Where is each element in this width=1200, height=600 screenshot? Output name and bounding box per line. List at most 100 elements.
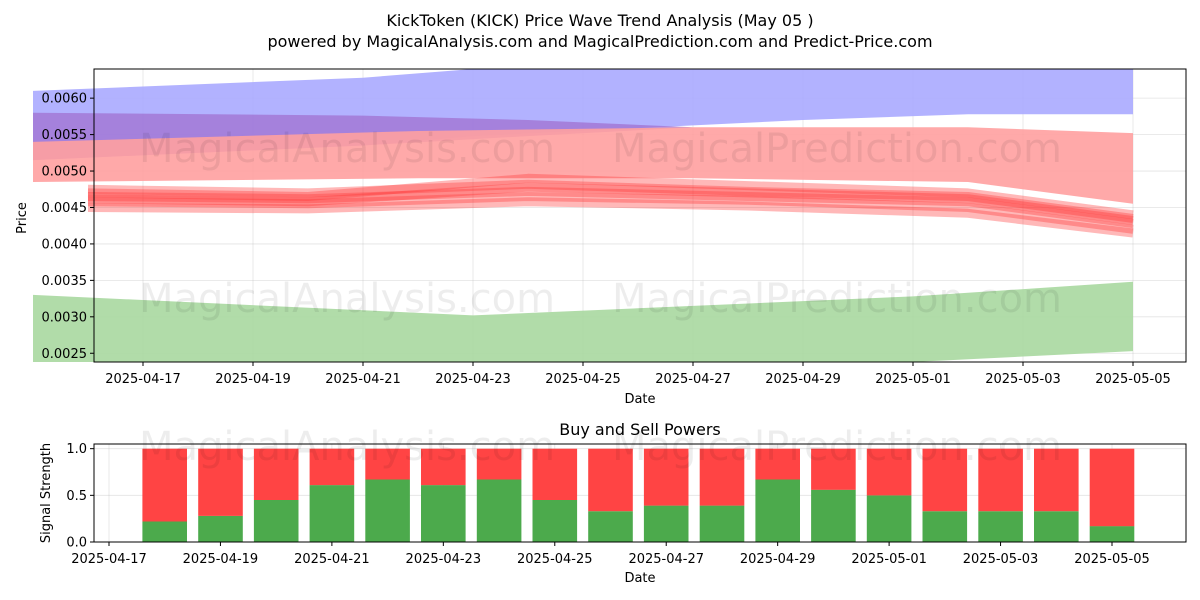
sell-bar [811, 448, 856, 490]
price-x-tick-label: 2025-05-01 [875, 372, 951, 387]
price-wave-line [87, 192, 1134, 234]
price-panel: MagicalAnalysis.com MagicalPrediction.co… [15, 68, 1187, 407]
price-y-tick-label: 0.0060 [42, 92, 88, 107]
sell-bar [198, 448, 243, 516]
price-y-ticks: 0.0025 0.0030 0.0035 0.0040 0.0045 0.0050 0.00… [42, 92, 94, 362]
signal-x-ticks: 2025-04-17 2025-04-19 2025-04-21 2025-04-23… [71, 542, 1150, 567]
signal-x-tick-label: 2025-04-17 [71, 552, 147, 567]
price-x-tick-label: 2025-04-19 [215, 372, 291, 387]
watermark-mid-left: MagicalAnalysis.com [139, 276, 555, 322]
price-wave-line [87, 186, 1134, 228]
signal-y-tick-label: 0.0 [66, 536, 87, 551]
buy-bar [365, 479, 410, 542]
sell-bar [365, 448, 410, 480]
sell-bar [978, 448, 1023, 512]
price-x-label: Date [624, 392, 655, 407]
sell-bar [1034, 448, 1079, 512]
signal-y-tick-label: 0.5 [66, 489, 87, 504]
watermark-bottom-right: MagicalPrediction.com [612, 424, 1062, 470]
sell-bar [922, 448, 968, 512]
signal-bars [142, 448, 1135, 542]
price-x-tick-label: 2025-04-29 [765, 372, 841, 387]
buy-bar [1034, 511, 1079, 542]
sell-bar [421, 448, 466, 486]
price-wave-line [87, 173, 1134, 220]
signal-title: Buy and Sell Powers [559, 420, 721, 439]
buy-bar [866, 495, 912, 542]
chart-title: KickToken (KICK) Price Wave Trend Analys… [386, 11, 813, 30]
price-y-tick-label: 0.0050 [42, 165, 88, 180]
price-y-tick-label: 0.0025 [42, 347, 88, 362]
signal-x-label: Date [624, 571, 655, 586]
signal-x-tick-label: 2025-04-23 [406, 552, 482, 567]
signal-y-tick-label: 1.0 [66, 442, 87, 457]
price-x-tick-label: 2025-04-21 [325, 372, 401, 387]
buy-bar [978, 511, 1023, 542]
watermark-mid-right: MagicalPrediction.com [612, 276, 1062, 322]
buy-bar [811, 489, 856, 542]
sell-bar [253, 448, 299, 500]
sell-bar [755, 448, 800, 480]
watermark-top-right: MagicalPrediction.com [612, 126, 1062, 172]
price-y-tick-label: 0.0045 [42, 201, 88, 216]
buy-bar [755, 479, 800, 542]
buy-bar [198, 515, 243, 542]
price-wave-line [87, 182, 1134, 226]
chart-subtitle: powered by MagicalAnalysis.com and Magic… [267, 32, 932, 51]
buy-bar [588, 511, 633, 542]
price-band-pink [33, 127, 1133, 204]
signal-y-ticks: 0.0 0.5 1.0 [66, 442, 94, 551]
buy-bar [1089, 526, 1135, 542]
buy-bar [532, 500, 578, 542]
signal-x-tick-label: 2025-04-27 [628, 552, 704, 567]
buy-bar [142, 521, 187, 542]
price-lines [87, 173, 1134, 238]
signal-panel: Buy and Sell Powers MagicalAnalysis.com … [39, 420, 1187, 586]
buy-bar [253, 500, 299, 542]
price-y-tick-label: 0.0030 [42, 310, 88, 325]
signal-x-tick-label: 2025-04-21 [294, 552, 370, 567]
buy-bar [421, 485, 466, 542]
sell-bar [588, 448, 633, 512]
signal-frame [93, 443, 1187, 543]
price-frame [93, 68, 1187, 363]
buy-bar [309, 485, 355, 542]
price-y-tick-label: 0.0035 [42, 274, 88, 289]
signal-x-tick-label: 2025-05-03 [963, 552, 1039, 567]
signal-x-tick-label: 2025-05-01 [851, 552, 927, 567]
signal-x-tick-label: 2025-05-05 [1074, 552, 1150, 567]
price-wave-line [87, 179, 1134, 223]
price-y-label: Price [15, 202, 30, 234]
sell-bar [476, 448, 522, 480]
buy-bar [699, 505, 745, 542]
sell-bar [699, 448, 745, 506]
signal-x-tick-label: 2025-04-19 [183, 552, 259, 567]
signal-x-tick-label: 2025-04-25 [517, 552, 593, 567]
sell-bar [866, 448, 912, 496]
watermark-top-left: MagicalAnalysis.com [139, 126, 555, 172]
buy-bar [476, 479, 522, 542]
price-x-tick-label: 2025-04-25 [545, 372, 621, 387]
price-x-tick-label: 2025-04-27 [655, 372, 731, 387]
signal-x-tick-label: 2025-04-29 [740, 552, 816, 567]
sell-bar [1089, 448, 1135, 527]
price-x-tick-label: 2025-04-23 [435, 372, 511, 387]
sell-bar [142, 448, 187, 522]
price-x-tick-label: 2025-05-03 [985, 372, 1061, 387]
price-band-green [33, 281, 1133, 362]
price-wave-line [87, 197, 1134, 238]
sell-bar [309, 448, 355, 486]
buy-bar [922, 511, 968, 542]
price-x-ticks: 2025-04-17 2025-04-19 2025-04-21 2025-04-23… [105, 362, 1171, 387]
price-x-tick-label: 2025-05-05 [1095, 372, 1171, 387]
price-y-tick-label: 0.0055 [42, 128, 88, 143]
signal-y-label: Signal Strength [39, 443, 54, 543]
price-y-tick-label: 0.0040 [42, 237, 88, 252]
sell-bar [643, 448, 689, 506]
buy-bar [643, 505, 689, 542]
sell-bar [532, 448, 578, 500]
watermark-bottom-left: MagicalAnalysis.com [139, 424, 555, 470]
price-bands [33, 69, 1133, 362]
price-x-tick-label: 2025-04-17 [105, 372, 181, 387]
